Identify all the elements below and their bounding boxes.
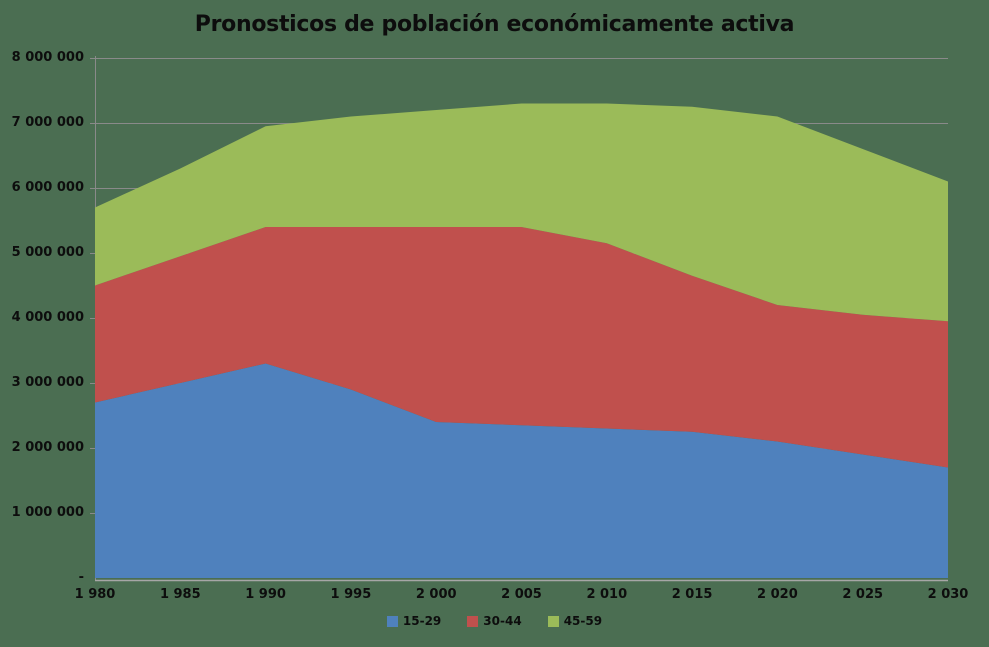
y-axis-label: 1 000 000 (11, 505, 84, 520)
area-series-30-44[interactable] (95, 227, 948, 468)
area-series-45-59[interactable] (95, 103, 948, 322)
x-axis-label: 2 000 (415, 587, 457, 602)
legend-label: 45-59 (563, 614, 603, 628)
y-axis-label: 6 000 000 (11, 180, 84, 195)
y-axis-label: 7 000 000 (11, 115, 84, 130)
x-axis-label: 2 025 (842, 587, 884, 602)
x-axis-label: 1 990 (245, 587, 286, 602)
x-axis-label: 2 020 (757, 587, 798, 602)
legend-item-15-29[interactable]: 15-29 (386, 614, 442, 628)
x-axis-label: 2 010 (586, 587, 628, 602)
x-axis-label: 1 980 (74, 587, 116, 602)
y-axis-label: 5 000 000 (11, 245, 84, 260)
x-axis-label: 1 995 (330, 587, 372, 602)
x-axis-label: 2 015 (671, 587, 713, 602)
y-axis-label: 8 000 000 (11, 50, 84, 65)
legend-swatch-icon (386, 615, 398, 627)
x-axis-label: 1 985 (159, 587, 201, 602)
legend: 15-29 30-44 45-59 (0, 614, 989, 628)
area-series-15-29[interactable] (95, 363, 948, 579)
legend-label: 30-44 (483, 614, 522, 628)
y-axis-label: - (78, 570, 84, 585)
legend-swatch-icon (547, 615, 559, 627)
y-axis-label: 2 000 000 (11, 440, 84, 455)
y-axis-label: 3 000 000 (11, 375, 84, 390)
y-axis-label: 4 000 000 (11, 310, 84, 325)
chart-title: Pronosticos de población económicamente … (194, 12, 795, 37)
legend-item-30-44[interactable]: 30-44 (467, 614, 522, 628)
legend-swatch-icon (467, 615, 479, 627)
legend-label: 15-29 (402, 614, 442, 628)
x-axis-label: 2 030 (927, 587, 969, 602)
x-axis-label: 2 005 (501, 587, 542, 602)
legend-item-45-59[interactable]: 45-59 (547, 614, 603, 628)
